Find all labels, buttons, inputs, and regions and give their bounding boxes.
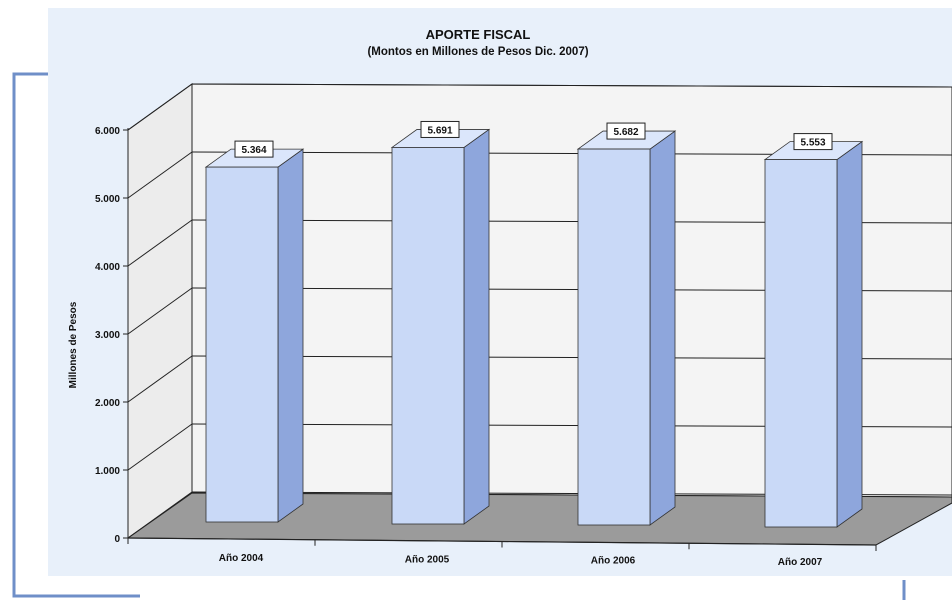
y-axis: 0 1.000 2.000 3.000 4.000 5.000 6.000 [95,126,129,545]
value-label: 5.691 [427,125,452,136]
bar-front [577,148,651,526]
bar-front [205,166,279,523]
side-gridline [127,151,193,199]
side-gridline [127,219,193,267]
bar-front [764,159,838,528]
x-axis: Año 2004 Año 2005 Año 2006 Año 2007 [127,537,877,568]
value-label-box [793,133,833,151]
bar-side [277,148,304,523]
side-gridline [127,491,193,539]
y-tick-label: 3.000 [95,330,120,341]
bar-4: 5.553 [763,133,864,528]
value-label-box [234,140,274,158]
value-label-box [606,122,646,140]
side-gridline [127,83,193,131]
side-gridline [127,287,193,335]
chart-title: APORTE FISCAL [426,27,531,42]
value-label: 5.553 [800,138,825,149]
value-label-box [420,120,460,138]
bars: 5.364 5.691 5.682 5.553 [204,120,864,528]
x-tick-label: Año 2004 [219,553,264,564]
y-axis-label: Millones de Pesos [68,301,79,388]
bar-side [836,140,863,528]
value-label: 5.364 [241,145,266,156]
bar-2: 5.691 [390,120,491,525]
x-tick-label: Año 2005 [405,554,450,565]
side-gridline [127,423,193,471]
y-tick-label: 4.000 [95,262,120,273]
side-gridline [127,355,193,403]
bar-side [463,128,490,525]
x-tick-label: Año 2007 [778,557,823,568]
y-tick-label: 5.000 [95,194,120,205]
y-tick-label: 6.000 [95,126,120,137]
chart-subtitle: (Montos en Millones de Pesos Dic. 2007) [367,46,588,58]
bar-side [649,130,676,526]
value-label: 5.682 [613,127,638,138]
bar-3: 5.682 [576,122,677,526]
bar-1: 5.364 [204,140,305,523]
outer-frame-left [12,72,140,598]
y-tick-label: 0 [114,534,120,545]
back-gridline [191,83,952,88]
y-tick-label: 2.000 [95,398,120,409]
y-tick-label: 1.000 [95,466,120,477]
x-tick-label: Año 2006 [591,556,636,567]
bar-front [391,147,465,525]
